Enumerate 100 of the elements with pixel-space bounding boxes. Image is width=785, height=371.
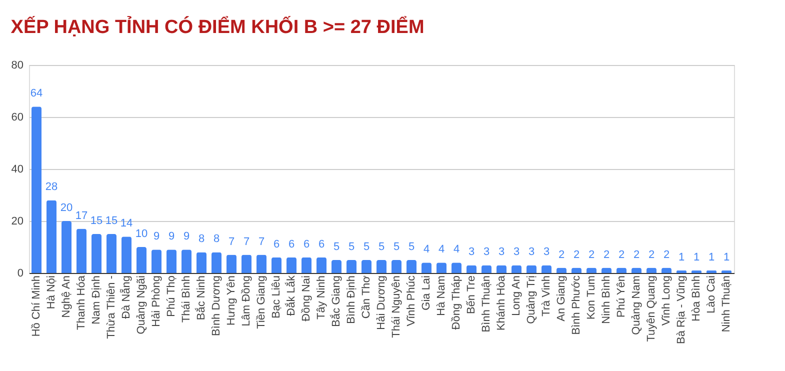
data-label: 3 bbox=[468, 246, 475, 258]
chart-title: XẾP HẠNG TỈNH CÓ ĐIỂM KHỐI B >= 27 ĐIỂM bbox=[10, 15, 424, 38]
data-label: 8 bbox=[213, 233, 220, 246]
bar bbox=[316, 257, 326, 273]
x-tick-label: Hòa Bình bbox=[690, 276, 702, 322]
bar bbox=[152, 250, 162, 273]
x-tick-label: Đồng Nai bbox=[300, 276, 312, 322]
bar bbox=[452, 262, 462, 273]
data-label: 3 bbox=[483, 246, 490, 258]
bar bbox=[302, 257, 312, 273]
x-tick-label: Thanh Hóa bbox=[76, 274, 88, 330]
data-label: 5 bbox=[333, 241, 340, 253]
x-tick-label: Phú Thọ bbox=[166, 276, 178, 317]
x-tick-label: Hải Dương bbox=[376, 276, 388, 330]
data-label: 1 bbox=[693, 251, 700, 264]
data-label: 1 bbox=[723, 251, 730, 264]
bar bbox=[286, 257, 296, 273]
bar bbox=[556, 268, 566, 273]
data-label: 17 bbox=[75, 210, 88, 222]
x-tick-label: Tây Ninh bbox=[316, 276, 328, 320]
bar bbox=[76, 228, 86, 273]
y-tick-label: 0 bbox=[17, 268, 24, 280]
bar bbox=[332, 260, 342, 273]
data-label: 5 bbox=[408, 241, 415, 253]
bar bbox=[422, 262, 432, 273]
data-label: 2 bbox=[633, 248, 640, 261]
data-label: 7 bbox=[258, 236, 265, 248]
bar bbox=[256, 254, 266, 273]
data-label: 28 bbox=[45, 181, 58, 194]
bar bbox=[212, 252, 222, 273]
data-label: 6 bbox=[288, 238, 295, 250]
data-label: 2 bbox=[588, 248, 595, 261]
bar bbox=[376, 260, 386, 273]
bar bbox=[136, 247, 146, 273]
y-tick-label: 40 bbox=[11, 164, 24, 176]
x-tick-label: Bình Định bbox=[346, 276, 358, 324]
x-tick-label: Bình Thuận bbox=[480, 276, 492, 332]
data-label: 9 bbox=[153, 230, 160, 243]
x-tick-label: Phú Yên bbox=[616, 276, 628, 318]
x-tick-label: Đà Nẵng bbox=[120, 276, 132, 319]
data-label: 4 bbox=[438, 244, 445, 256]
data-label: 2 bbox=[618, 248, 625, 261]
y-tick-label: 20 bbox=[11, 216, 24, 228]
bar bbox=[46, 200, 56, 273]
data-label: 3 bbox=[498, 246, 505, 258]
data-label: 7 bbox=[243, 236, 250, 248]
data-label: 20 bbox=[60, 202, 73, 214]
x-tick-label: Đồng Tháp bbox=[450, 276, 462, 330]
data-label: 3 bbox=[513, 246, 520, 258]
x-tick-label: Ninh Bình bbox=[600, 276, 612, 324]
data-label: 5 bbox=[378, 241, 385, 253]
x-tick-label: Lâm Đồng bbox=[240, 276, 252, 326]
data-label: 9 bbox=[168, 230, 175, 243]
bar bbox=[92, 234, 102, 273]
data-label: 10 bbox=[135, 228, 148, 240]
bar bbox=[646, 268, 656, 273]
x-tick-label: Hà Nội bbox=[46, 276, 58, 310]
bar bbox=[512, 265, 522, 273]
bar bbox=[542, 265, 552, 273]
bar bbox=[466, 265, 476, 273]
data-label: 8 bbox=[198, 233, 205, 246]
y-tick-label: 80 bbox=[11, 60, 24, 72]
bar bbox=[572, 268, 582, 273]
bar bbox=[346, 260, 356, 273]
bar bbox=[602, 268, 612, 273]
data-label: 1 bbox=[678, 251, 685, 264]
x-tick-label: Bình Dương bbox=[210, 276, 222, 336]
bar bbox=[242, 254, 252, 273]
x-tick-label: Bình Phước bbox=[570, 275, 582, 335]
data-label: 2 bbox=[603, 248, 610, 261]
data-label: 15 bbox=[90, 215, 103, 227]
bar bbox=[106, 234, 116, 273]
data-label: 15 bbox=[105, 215, 118, 227]
bar bbox=[482, 265, 492, 273]
x-tick-label: Vĩnh Long bbox=[660, 276, 672, 326]
bar bbox=[632, 268, 642, 273]
x-tick-label: Trà Vinh bbox=[540, 276, 552, 316]
x-tick-label: Bắc Giang bbox=[330, 276, 342, 327]
bar bbox=[662, 268, 672, 273]
data-label: 2 bbox=[648, 248, 655, 261]
x-tick-label: Thái Nguyên bbox=[390, 276, 402, 338]
data-label: 6 bbox=[303, 238, 310, 250]
x-tick-label: Nam Định bbox=[90, 276, 102, 324]
x-tick-label: Quảng Trị bbox=[526, 276, 538, 324]
x-tick-label: Nghệ An bbox=[60, 276, 72, 318]
x-tick-label: Hải Phòng bbox=[150, 276, 162, 327]
bar bbox=[406, 260, 416, 273]
data-label: 5 bbox=[393, 241, 400, 253]
x-tick-label: Cần Thơ bbox=[360, 276, 372, 319]
bar bbox=[226, 254, 236, 273]
bar bbox=[196, 252, 206, 273]
y-tick-label: 60 bbox=[11, 112, 24, 124]
x-tick-label: Vĩnh Phúc bbox=[406, 275, 418, 326]
data-label: 4 bbox=[423, 244, 430, 256]
bar bbox=[392, 260, 402, 273]
x-tick-label: Bến Tre bbox=[466, 276, 478, 314]
x-tick-label: Bắc Ninh bbox=[194, 276, 208, 320]
x-tick-label: Ninh Thuận bbox=[720, 276, 732, 332]
x-tick-label: Bạc Liêu bbox=[270, 276, 282, 318]
x-tick-label: Gia Lai bbox=[420, 276, 432, 310]
